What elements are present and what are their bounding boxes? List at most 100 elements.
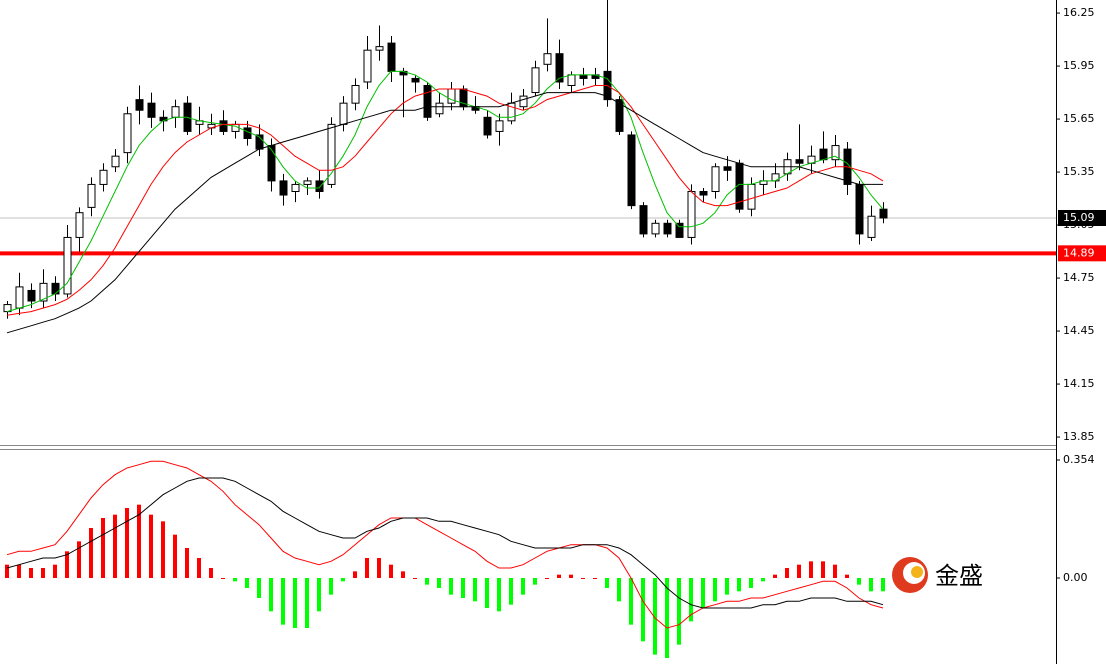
candle-body bbox=[15, 286, 24, 309]
candle-body bbox=[291, 183, 300, 192]
candle-body bbox=[615, 99, 624, 132]
histogram-bar bbox=[629, 578, 633, 625]
histogram-bar bbox=[701, 578, 705, 608]
histogram-bar bbox=[497, 578, 501, 612]
logo-text: 金盛 bbox=[935, 562, 983, 590]
candle-body bbox=[123, 113, 132, 154]
candle-body bbox=[27, 289, 36, 302]
candle-body bbox=[147, 102, 156, 118]
histogram-bar bbox=[41, 568, 45, 578]
y-tick-label: 15.95 bbox=[1063, 59, 1095, 72]
histogram-bar bbox=[185, 548, 189, 578]
histogram-bar bbox=[329, 578, 333, 595]
candle-body bbox=[519, 95, 528, 108]
logo: 金盛 bbox=[892, 557, 983, 593]
histogram-bar bbox=[425, 578, 429, 585]
histogram-bar bbox=[197, 558, 201, 578]
histogram-bar bbox=[401, 571, 405, 578]
histogram-bar bbox=[821, 561, 825, 578]
histogram-bar bbox=[653, 578, 657, 655]
candle-body bbox=[855, 183, 864, 235]
candle-body bbox=[39, 282, 48, 302]
histogram-bar bbox=[521, 578, 525, 595]
candle-body bbox=[567, 74, 576, 87]
candle-body bbox=[387, 42, 396, 72]
histogram-bar bbox=[29, 568, 33, 578]
histogram-bar bbox=[113, 514, 117, 578]
candle-body bbox=[375, 46, 384, 51]
line bbox=[6, 477, 884, 609]
price-tag-label: 14.89 bbox=[1063, 246, 1095, 259]
candle-body bbox=[435, 102, 444, 115]
histogram-bar bbox=[365, 558, 369, 578]
candle-body bbox=[747, 183, 756, 210]
histogram-bar bbox=[5, 564, 9, 578]
candle-body bbox=[543, 53, 552, 65]
line bbox=[6, 85, 884, 316]
y-tick-label: 14.75 bbox=[1063, 271, 1095, 284]
candle-body bbox=[795, 159, 804, 164]
histogram-bar bbox=[449, 578, 453, 595]
histogram-bar bbox=[749, 578, 753, 588]
histogram-bar bbox=[689, 578, 693, 622]
histogram-bar bbox=[725, 578, 729, 595]
candle-body bbox=[579, 74, 588, 79]
histogram-bar bbox=[221, 578, 225, 579]
candle-body bbox=[267, 145, 276, 182]
candle-body bbox=[639, 205, 648, 235]
histogram-bar bbox=[617, 578, 621, 602]
candle-body bbox=[699, 190, 708, 196]
candle-body bbox=[219, 120, 228, 132]
histogram-bar bbox=[377, 558, 381, 578]
histogram-bar bbox=[125, 508, 129, 578]
candle-body bbox=[711, 166, 720, 192]
histogram-bar bbox=[785, 568, 789, 578]
candle-body bbox=[879, 208, 888, 219]
histogram-bar bbox=[437, 578, 441, 588]
candle-body bbox=[483, 116, 492, 136]
histogram-bar bbox=[545, 578, 549, 579]
y-tick-label: 14.15 bbox=[1063, 377, 1095, 390]
histogram-bar bbox=[797, 564, 801, 578]
histogram-bar bbox=[713, 578, 717, 602]
candle-body bbox=[279, 180, 288, 196]
candle-body bbox=[411, 77, 420, 83]
histogram-bar bbox=[17, 564, 21, 578]
candle-body bbox=[531, 67, 540, 94]
histogram-bar bbox=[857, 578, 861, 585]
histogram-bar bbox=[137, 504, 141, 578]
line bbox=[6, 70, 884, 313]
histogram-bar bbox=[173, 534, 177, 578]
histogram-bar bbox=[305, 578, 309, 628]
candle-body bbox=[339, 102, 348, 125]
histogram-bar bbox=[269, 578, 273, 612]
histogram-bar bbox=[413, 578, 417, 579]
histogram-bar bbox=[641, 578, 645, 642]
histogram-bar bbox=[389, 564, 393, 578]
histogram-bar bbox=[233, 578, 237, 582]
candle-body bbox=[303, 180, 312, 185]
candle-body bbox=[495, 120, 504, 132]
price-tag: 15.09 bbox=[1058, 209, 1106, 226]
histogram-bar bbox=[245, 578, 249, 588]
price-tag-label: 15.09 bbox=[1063, 211, 1095, 224]
y-tick-label: 15.35 bbox=[1063, 165, 1095, 178]
y-tick-label: 14.45 bbox=[1063, 324, 1095, 337]
candle-body bbox=[675, 222, 684, 238]
histogram-bar bbox=[845, 574, 849, 578]
candle-body bbox=[831, 145, 840, 161]
histogram-bar bbox=[665, 578, 669, 658]
histogram-bar bbox=[869, 578, 873, 592]
histogram-bar bbox=[533, 578, 537, 585]
histogram-bar bbox=[557, 574, 561, 578]
price-tag: 14.89 bbox=[1058, 245, 1106, 262]
y-tick-label: 16.25 bbox=[1063, 6, 1095, 19]
histogram-bar bbox=[353, 571, 357, 578]
candle-body bbox=[447, 88, 456, 104]
y-tick-label: 13.85 bbox=[1063, 430, 1095, 443]
candle-body bbox=[663, 222, 672, 235]
logo-icon bbox=[911, 566, 923, 578]
price-tag-box bbox=[1058, 245, 1106, 262]
candle-body bbox=[555, 53, 564, 83]
